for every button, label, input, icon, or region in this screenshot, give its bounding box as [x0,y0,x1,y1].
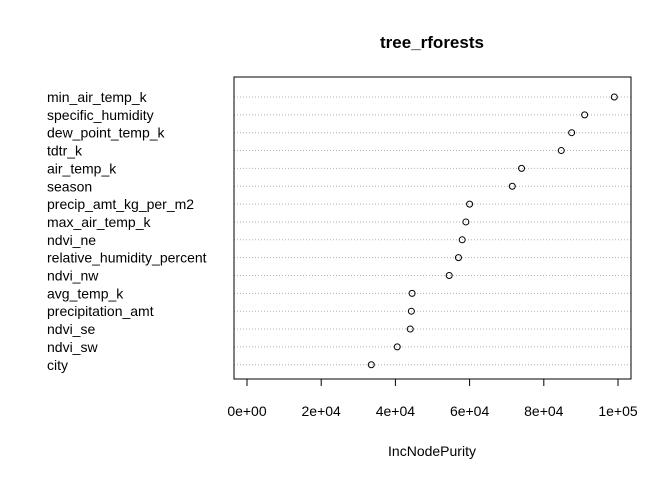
data-point [518,164,526,172]
data-points [367,93,618,369]
variable-label: season [47,178,92,194]
variable-label: max_air_temp_k [47,214,151,230]
data-point [445,272,453,279]
variable-label: ndvi_se [47,321,95,337]
variable-label: avg_temp_k [47,285,124,301]
variable-label: tdtr_k [47,143,83,159]
variable-label: relative_humidity_percent [47,250,207,266]
variable-label: specific_humidity [47,107,154,123]
data-point [393,343,401,351]
data-point [458,236,466,244]
plot-frame [233,76,632,380]
variable-labels: min_air_temp_k specific_humidity dew_point… [47,89,207,373]
data-point [466,200,474,208]
variable-label: air_temp_k [47,160,117,176]
data-point [610,93,618,101]
x-axis: 0e+00 2e+04 4e+04 6e+04 8e+04 1e+05 [227,378,638,419]
variable-label: precipitation_amt [47,303,154,319]
data-point [557,147,565,155]
x-tick-label: 1e+05 [598,403,638,419]
data-point [408,289,416,297]
data-point [462,218,470,226]
data-point [406,325,414,333]
data-point [581,111,589,119]
x-tick-label: 0e+00 [227,403,267,419]
data-point [407,307,415,315]
variable-label: min_air_temp_k [47,89,148,105]
variable-label: ndvi_sw [47,339,98,355]
data-point [367,361,375,369]
variable-label: precip_amt_kg_per_m2 [47,196,194,212]
x-axis-title: IncNodePurity [388,443,476,459]
x-tick-label: 2e+04 [302,403,342,419]
variable-label: city [47,357,68,373]
x-tick-label: 8e+04 [524,403,564,419]
variable-label: dew_point_temp_k [47,125,166,141]
variable-label: ndvi_ne [47,232,96,248]
chart-title: tree_rforests [380,33,484,52]
data-point [454,254,462,262]
x-tick-label: 4e+04 [376,403,416,419]
x-tick-label: 6e+04 [450,403,490,419]
data-point [568,129,576,137]
data-point [508,182,516,190]
guide-lines [234,96,631,366]
variable-label: ndvi_nw [47,268,99,284]
